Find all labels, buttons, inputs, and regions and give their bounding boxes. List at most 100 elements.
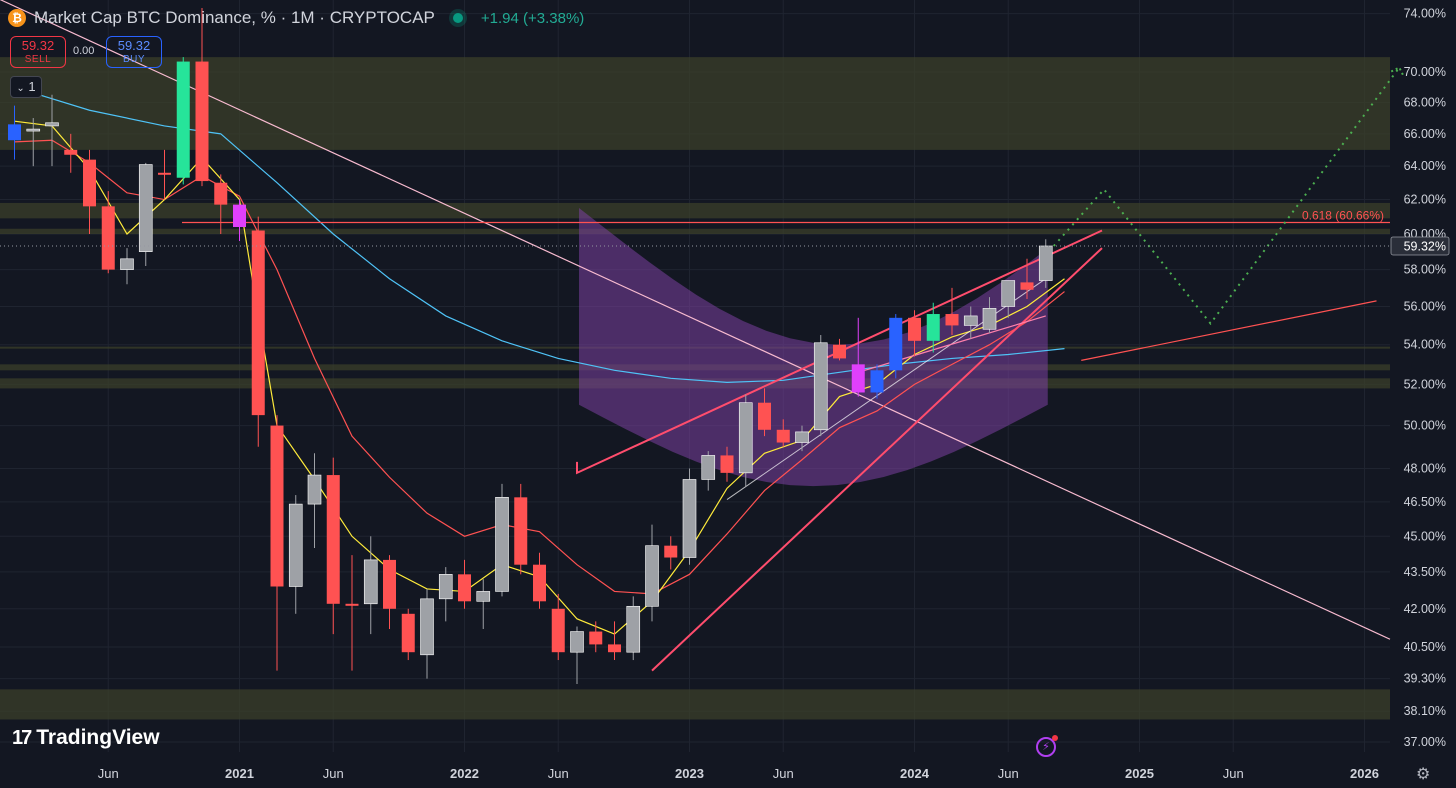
candle-body: [270, 425, 284, 587]
market-status-icon: [452, 13, 463, 23]
candle-body: [570, 631, 584, 653]
x-tick-label: 2025: [1125, 766, 1154, 781]
candle-body: [963, 315, 978, 326]
symbol-title[interactable]: Market Cap BTC Dominance, % · 1M · CRYPT…: [34, 8, 435, 27]
candle-body: [945, 314, 959, 326]
candle-body: [1038, 245, 1053, 281]
y-tick-label: 74.00%: [1404, 7, 1446, 21]
candle-body: [307, 474, 322, 505]
candle-body: [8, 124, 21, 141]
candle-body: [438, 574, 453, 600]
candle-body: [251, 230, 265, 416]
wedge-upper-line: [576, 229, 1103, 475]
y-tick-label: 58.00%: [1404, 263, 1446, 277]
y-tick-label: 66.00%: [1404, 127, 1446, 141]
x-tick-label: 2024: [900, 766, 930, 781]
candle-body: [176, 61, 190, 178]
y-tick-label: 62.00%: [1404, 193, 1446, 207]
candle-body: [120, 258, 134, 270]
candle-body: [288, 503, 303, 587]
candle-body: [138, 164, 153, 252]
candle-body: [514, 497, 528, 565]
y-tick-label: 48.00%: [1404, 461, 1446, 475]
chevron-down-icon: ⌄: [16, 83, 25, 94]
candle-body: [158, 172, 171, 175]
candle-body: [345, 603, 359, 606]
candle-body: [195, 61, 209, 182]
logo-text: TradingView: [36, 726, 160, 749]
sell-label: SELL: [24, 54, 52, 65]
candle-body: [458, 574, 471, 602]
bitcoin-icon: ₿: [8, 9, 26, 27]
candle-body: [401, 613, 415, 653]
candle-body: [533, 564, 546, 602]
spread-value: 0.00: [73, 45, 95, 57]
candle-body: [851, 364, 865, 393]
regression-channel: [579, 208, 1048, 487]
y-tick-label: 54.00%: [1404, 338, 1446, 352]
x-tick-label: 2021: [225, 766, 254, 781]
candle-body: [645, 545, 659, 607]
x-tick-label: Jun: [548, 766, 569, 781]
candle-body: [701, 455, 716, 480]
candle-body: [64, 149, 78, 155]
candle-body: [326, 475, 340, 604]
last-price-label: 59.32%: [1404, 239, 1446, 253]
y-tick-label: 38.10%: [1404, 704, 1446, 718]
candle-body: [551, 608, 565, 653]
candle-body: [589, 631, 603, 645]
candle-body: [776, 429, 790, 443]
candle-body: [626, 605, 641, 653]
supply-zone: [0, 202, 1390, 219]
candle-body: [889, 317, 903, 371]
candle-body: [101, 206, 115, 270]
candle-body: [833, 344, 846, 359]
gear-icon[interactable]: ⚙: [1416, 766, 1431, 783]
x-tick-label: Jun: [323, 766, 344, 781]
tradingview-logo[interactable]: 17 TradingView: [12, 726, 160, 750]
supply-zone: [0, 228, 1390, 234]
price-change: +1.94 (+3.38%): [480, 9, 585, 27]
x-tick-label: 2022: [450, 766, 479, 781]
buy-label: BUY: [122, 54, 146, 65]
projected-support-line: [1081, 300, 1377, 361]
y-tick-label: 70.00%: [1404, 65, 1446, 79]
y-tick-label: 45.00%: [1404, 529, 1446, 543]
candle-body: [870, 370, 884, 393]
buy-button[interactable]: 59.32 BUY: [106, 36, 162, 68]
candle-body: [1001, 280, 1016, 307]
y-tick-label: 40.50%: [1404, 640, 1446, 654]
candle-body: [682, 479, 697, 558]
sell-price: 59.32: [21, 38, 55, 53]
y-tick-label: 43.50%: [1404, 565, 1446, 579]
candle-body: [795, 431, 809, 443]
fib-level-label: 0.618 (60.66%): [1302, 209, 1384, 223]
candle-body: [363, 559, 378, 605]
candle-body: [720, 455, 734, 473]
descending-trendline: [0, 0, 1391, 640]
x-tick-label: Jun: [1223, 766, 1244, 781]
x-tick-label: Jun: [998, 766, 1019, 781]
candle-body: [476, 591, 491, 602]
y-tick-label: 37.00%: [1404, 735, 1446, 749]
y-tick-label: 52.00%: [1404, 377, 1446, 391]
sell-button[interactable]: 59.32 SELL: [10, 36, 66, 68]
buy-price: 59.32: [117, 38, 151, 53]
supply-zone: [0, 689, 1390, 720]
chart-header: ₿ Market Cap BTC Dominance, % · 1M · CRY…: [8, 6, 584, 30]
x-tick-label: Jun: [773, 766, 794, 781]
y-tick-label: 42.00%: [1404, 602, 1446, 616]
candle-body: [233, 204, 246, 228]
y-tick-label: 64.00%: [1404, 159, 1446, 173]
quantity-selector[interactable]: ⌄ 1: [10, 76, 42, 98]
projection-path: [1053, 66, 1401, 326]
candle-body: [908, 317, 921, 341]
lightning-icon[interactable]: ⚡: [1036, 735, 1058, 757]
y-tick-label: 56.00%: [1404, 299, 1446, 313]
tradingview-icon: 17: [12, 726, 32, 749]
candle-body: [982, 308, 997, 330]
last-price-badge: [1390, 236, 1450, 256]
candle-body: [83, 159, 96, 207]
candle-body: [45, 122, 59, 127]
